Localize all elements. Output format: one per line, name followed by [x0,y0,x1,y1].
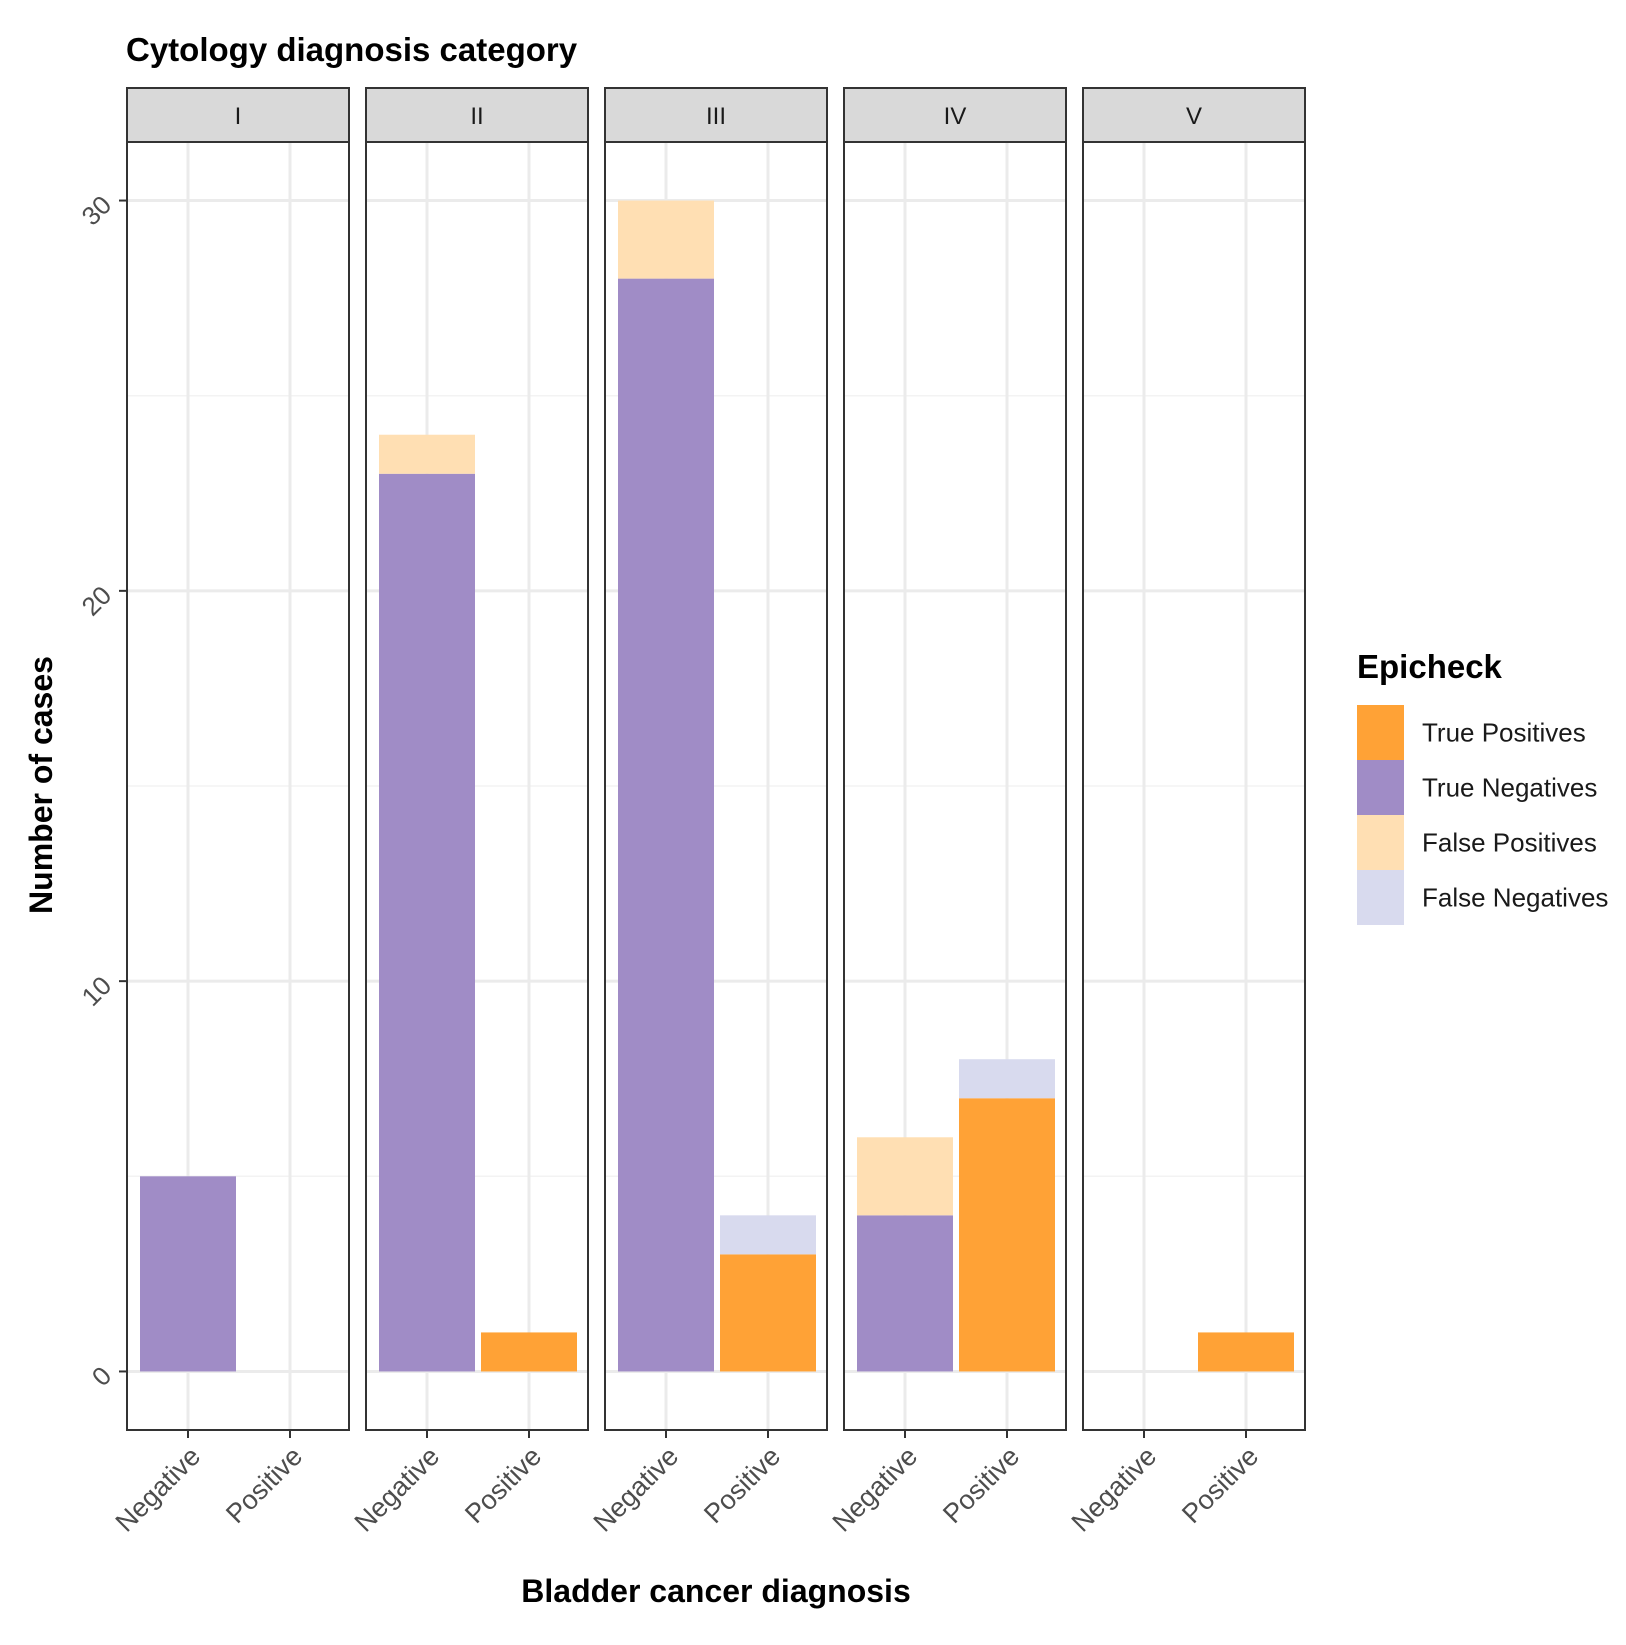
legend-key [1357,870,1404,925]
facet-title: Cytology diagnosis category [126,31,578,68]
bar-false-positives [857,1137,953,1216]
bar-true-positives [720,1254,816,1372]
bar-true-negatives [857,1215,953,1372]
bar-true-negatives [140,1176,236,1372]
y-tick-label: 20 [76,580,118,622]
bar-true-positives [1198,1332,1294,1372]
facet-panel-III: III Negative Positive [588,87,828,1538]
legend: Epicheck True Positives True Negatives Fal… [1357,648,1608,925]
x-tick-label: Positive [698,1441,786,1529]
x-tick-label: Negative [349,1441,446,1538]
bar-false-negatives [720,1215,816,1255]
bar-true-positives [481,1332,577,1372]
bar-false-positives [618,200,714,279]
panel-border [604,141,828,1431]
x-tick-label: Negative [110,1441,207,1538]
x-tick-label: Positive [1176,1441,1264,1529]
x-tick-label: Negative [588,1441,685,1538]
y-axis-title: Number of cases [23,656,59,914]
x-tick-label: Negative [1066,1441,1163,1538]
bar-true-negatives [618,278,714,1372]
facet-panel-IV: IV Negative Positive [827,87,1067,1538]
legend-key [1357,760,1404,815]
facet-panel-I: I Negative Positive [110,87,350,1538]
facet-panel-II: II Negative Positive [349,87,589,1538]
facet-strip [126,87,350,143]
bar-true-negatives [379,473,475,1372]
facet-strip-label: V [1186,103,1202,130]
x-axis-title: Bladder cancer diagnosis [521,1573,910,1609]
legend-label: False Positives [1422,828,1597,858]
legend-label: False Negatives [1422,883,1608,913]
panel-border [365,141,589,1431]
legend-title: Epicheck [1357,648,1503,685]
bar-false-positives [379,434,475,474]
x-tick-label: Positive [459,1441,547,1529]
x-tick-label: Positive [937,1441,1025,1529]
facet-strip [1082,87,1306,143]
facet-strip-label: II [470,103,483,130]
facet-strip-label: IV [944,103,967,130]
y-tick-label: 30 [76,190,118,232]
facet-strip [365,87,589,143]
facet-strip-label: I [235,103,242,130]
facet-panel-V: V Negative Positive [1066,87,1306,1538]
legend-key [1357,705,1404,760]
facet-strip [604,87,828,143]
bar-false-negatives [959,1059,1055,1099]
panel-border [843,141,1067,1431]
facet-strip-label: III [706,103,726,130]
facet-strip [843,87,1067,143]
legend-key [1357,815,1404,870]
panel-border [1082,141,1306,1431]
y-tick-label: 0 [86,1360,117,1391]
y-tick-label: 10 [76,970,118,1012]
panel-border [126,141,350,1431]
y-axis: 0 10 20 30 [76,190,127,1392]
bar-true-positives [959,1098,1055,1372]
x-tick-label: Negative [827,1441,924,1538]
x-tick-label: Positive [220,1441,308,1529]
legend-label: True Negatives [1422,773,1597,803]
legend-label: True Positives [1422,718,1586,748]
